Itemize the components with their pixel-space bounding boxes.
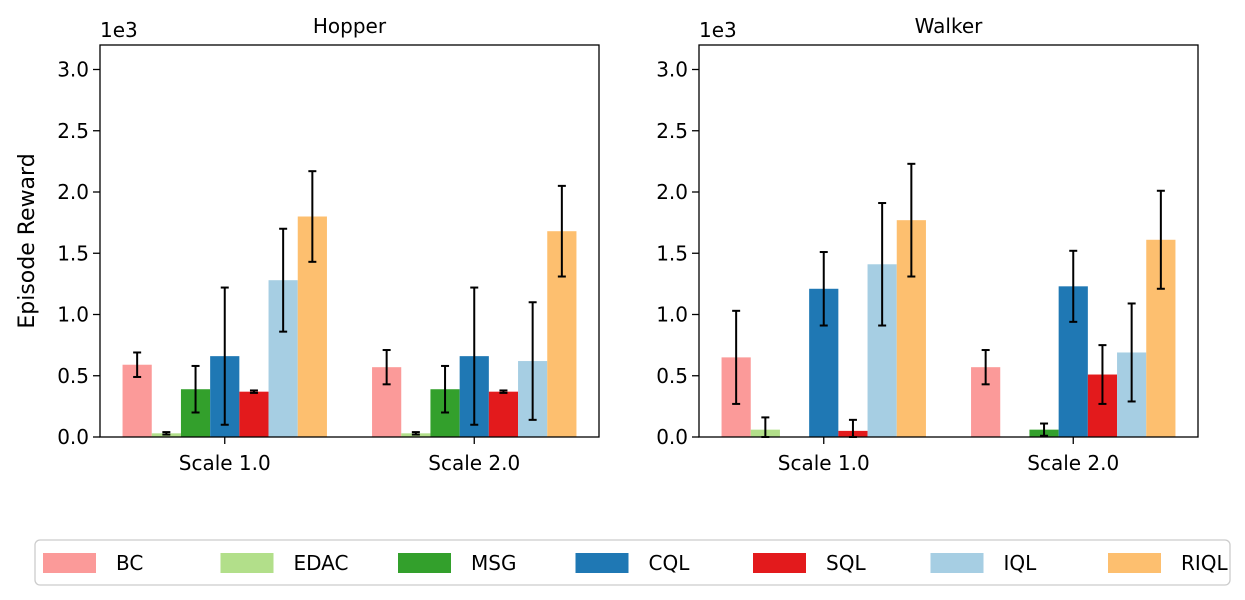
legend-swatch-iql xyxy=(930,553,984,573)
y-multiplier: 1e3 xyxy=(100,18,138,42)
legend-swatch-msg xyxy=(398,553,451,573)
legend-label-iql: IQL xyxy=(1004,551,1038,575)
y-tick-label: 2.5 xyxy=(57,119,89,143)
chart-title: Walker xyxy=(915,14,983,38)
y-tick-label: 3.0 xyxy=(57,58,89,82)
y-tick-label: 3.0 xyxy=(656,58,688,82)
panel-hopper: 0.0 0.5 1.0 1.5 2.0 2.5 3.0 Scale 1.0 Scale 2.0 1… xyxy=(57,14,600,475)
y-tick-label: 0.5 xyxy=(57,364,89,388)
y-tick-label: 0.0 xyxy=(57,425,89,449)
y-tick-label: 2.0 xyxy=(57,180,89,204)
chart-title: Hopper xyxy=(313,14,387,38)
legend-label-riql: RIQL xyxy=(1181,551,1229,575)
x-tick-label: Scale 2.0 xyxy=(428,451,520,475)
y-tick-label: 1.5 xyxy=(57,241,89,265)
y-axis-label: Episode Reward xyxy=(15,153,40,328)
x-tick-label: Scale 2.0 xyxy=(1027,451,1119,475)
legend-label-msg: MSG xyxy=(471,551,516,575)
y-tick-label: 1.5 xyxy=(656,241,688,265)
legend-label-edac: EDAC xyxy=(294,551,349,575)
legend-swatch-cql xyxy=(575,553,629,573)
y-tick-label: 2.5 xyxy=(656,119,688,143)
legend-label-bc: BC xyxy=(116,551,143,575)
legend-label-sql: SQL xyxy=(826,551,866,575)
legend-frame xyxy=(34,539,1231,586)
y-multiplier: 1e3 xyxy=(699,18,737,42)
x-tick-label: Scale 1.0 xyxy=(179,451,271,475)
y-tick-label: 1.0 xyxy=(57,303,89,327)
bar-sql-2 xyxy=(488,391,519,437)
legend: BC EDAC MSG CQL SQL IQL RIQL xyxy=(34,539,1231,586)
y-tick-label: 2.0 xyxy=(656,180,688,204)
legend-swatch-sql xyxy=(753,553,806,573)
y-tick-label: 1.0 xyxy=(656,303,688,327)
y-tick-label: 0.5 xyxy=(656,364,688,388)
x-tick-label: Scale 1.0 xyxy=(778,451,870,475)
legend-swatch-bc xyxy=(43,553,96,573)
y-tick-label: 0.0 xyxy=(656,425,688,449)
legend-swatch-edac xyxy=(220,553,274,573)
axes-frame xyxy=(99,44,600,438)
legend-swatch-riql xyxy=(1108,553,1161,573)
axes-frame xyxy=(698,44,1199,438)
panel-walker: 0.0 0.5 1.0 1.5 2.0 2.5 3.0 Scale 1.0 Scale 2.0 1… xyxy=(656,14,1199,475)
bar-sql-1 xyxy=(239,391,269,437)
legend-label-cql: CQL xyxy=(649,551,691,575)
